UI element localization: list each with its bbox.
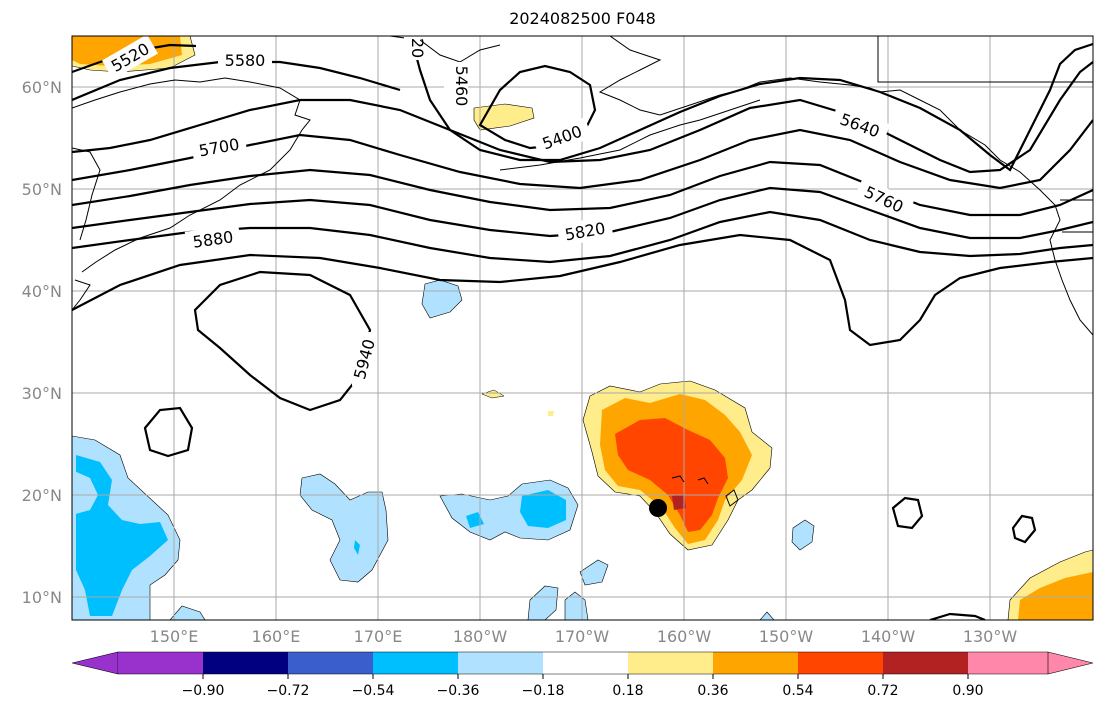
contour-label-backgrounds (101, 36, 915, 386)
positive-anomaly-regions (72, 36, 1093, 620)
map-title: 2024082500 F048 (509, 9, 656, 28)
colorbar-tick-8: 0.72 (867, 683, 898, 699)
colorbar-bin-4 (373, 652, 458, 674)
colorbar-tick-0: −0.90 (182, 683, 225, 699)
map-frame (71, 35, 1094, 621)
lat-label-20n: 20°N (22, 486, 62, 505)
lon-label-140w: 140°W (861, 627, 916, 646)
colorbar-bin-2 (203, 652, 288, 674)
storm-position-marker (649, 499, 667, 517)
colorbar-tick-3: −0.36 (437, 683, 480, 699)
lon-label-160e: 160°E (252, 627, 301, 646)
colorbar-tick-5: 0.18 (612, 683, 643, 699)
lon-label-130w: 130°W (963, 627, 1018, 646)
contour-label-5820: 5820 (563, 219, 606, 245)
colorbar-bin-11 (968, 652, 1048, 674)
anomaly-region-central-1 (299, 473, 389, 583)
lon-label-150e: 150°E (150, 627, 199, 646)
height-contours (72, 39, 1093, 620)
longitude-labels: 150°E 160°E 170°E 180°W 170°W 160°W 150°… (150, 627, 1018, 646)
colorbar-max-extension (1047, 651, 1094, 675)
colorbar-bin-1 (118, 652, 203, 674)
colorbar-tick-6: 0.36 (697, 683, 728, 699)
lat-label-10n: 10°N (22, 588, 62, 607)
lon-label-180w: 180°W (453, 627, 508, 646)
contour-label-20: 20 (408, 38, 427, 58)
colorbar-tick-9: 0.90 (952, 683, 983, 699)
colorbar-bin-5 (458, 652, 543, 674)
contour-label-5460: 5460 (452, 66, 471, 107)
lat-label-40n: 40°N (22, 282, 62, 301)
colorbar-bin-10 (883, 652, 968, 674)
colorbar-bin-7 (628, 652, 713, 674)
colorbar-tick-2: −0.54 (352, 683, 395, 699)
contour-label-5580: 5580 (225, 51, 266, 70)
colorbar-tick-1: −0.72 (267, 683, 310, 699)
lon-label-150w: 150°W (759, 627, 814, 646)
contour-label-5700: 5700 (197, 135, 240, 161)
latitude-labels: 60°N 50°N 40°N 30°N 20°N 10°N (22, 78, 62, 607)
lon-label-170e: 170°E (354, 627, 403, 646)
colorbar-bin-9 (798, 652, 883, 674)
colorbar-tick-4: −0.18 (522, 683, 565, 699)
colorbar-bin-8 (713, 652, 798, 674)
map-area (72, 36, 1093, 620)
lat-label-30n: 30°N (22, 384, 62, 403)
lon-label-170w: 170°W (555, 627, 610, 646)
colorbar-tick-7: 0.54 (782, 683, 813, 699)
colorbar: −0.90 −0.72 −0.54 −0.36 −0.18 0.18 0.36 … (71, 651, 1094, 699)
lon-label-160w: 160°W (657, 627, 712, 646)
lat-label-60n: 60°N (22, 78, 62, 97)
colorbar-min-extension (71, 651, 119, 675)
colorbar-bin-3 (288, 652, 373, 674)
lat-label-50n: 50°N (22, 180, 62, 199)
colorbar-bin-6 (543, 652, 628, 674)
